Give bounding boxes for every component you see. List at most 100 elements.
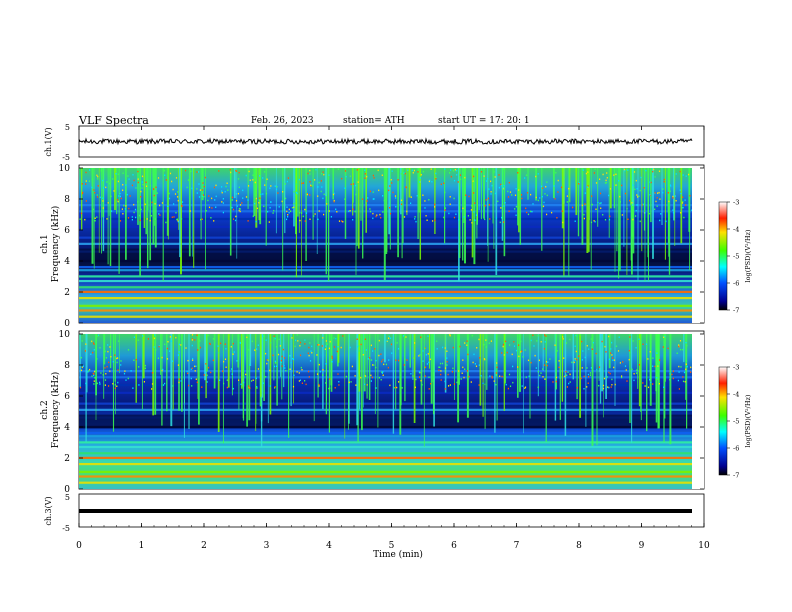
speckle: [110, 210, 113, 212]
speckle: [283, 357, 286, 359]
speckle: [527, 213, 530, 216]
speckle: [506, 351, 508, 354]
speckle: [632, 340, 634, 342]
speckle: [625, 369, 627, 371]
speckle: [260, 193, 262, 196]
speckle: [558, 360, 560, 362]
freq-tick-label: 6: [64, 226, 70, 236]
speckle: [210, 217, 212, 219]
speckle: [345, 175, 347, 178]
speckle: [411, 169, 413, 172]
speckle: [588, 348, 590, 350]
speckle: [469, 219, 471, 221]
speckle: [274, 185, 276, 187]
speckle: [455, 213, 457, 215]
speckle: [658, 362, 660, 364]
speckle: [470, 209, 472, 211]
speckle: [138, 384, 140, 386]
speckle: [315, 168, 317, 171]
speckle: [562, 338, 564, 340]
speckle: [448, 385, 450, 387]
speckle: [146, 218, 148, 220]
speckle: [243, 381, 245, 384]
speckle: [602, 384, 605, 387]
speckle: [194, 365, 196, 368]
speckle: [257, 344, 259, 346]
speckle: [254, 202, 256, 205]
speckle: [195, 365, 197, 367]
speckle: [317, 344, 319, 346]
speckle: [215, 184, 217, 187]
speckle: [647, 358, 649, 360]
speckle: [134, 208, 137, 211]
speckle: [551, 211, 553, 214]
speckle: [242, 197, 244, 199]
speckle: [369, 210, 372, 213]
speckle: [128, 207, 130, 210]
speckle: [480, 171, 483, 173]
speckle: [483, 358, 486, 360]
speckle: [537, 334, 539, 337]
speckle: [329, 387, 331, 389]
speckle: [181, 218, 183, 220]
speckle: [256, 348, 258, 350]
speckle: [636, 194, 638, 196]
speckle: [382, 371, 384, 373]
speckle: [405, 186, 407, 188]
speckle: [214, 199, 216, 201]
speckle: [647, 386, 650, 389]
speckle: [390, 337, 392, 339]
speckle: [107, 344, 109, 346]
speckle: [402, 335, 405, 337]
speckle: [657, 365, 659, 367]
speckle: [564, 375, 566, 378]
speckle: [420, 336, 422, 338]
speckle: [444, 191, 446, 194]
speckle: [333, 192, 335, 195]
speckle: [429, 358, 431, 361]
speckle: [578, 183, 580, 185]
speckle: [653, 168, 655, 171]
speckle: [474, 363, 476, 365]
speckle: [258, 199, 260, 202]
ch2-spectrogram-channel: ch.2: [40, 400, 50, 419]
speckle: [169, 336, 171, 338]
speckle: [505, 383, 507, 386]
speckle: [685, 368, 687, 371]
colorbar-tick-label: -3: [733, 199, 739, 207]
speckle: [487, 178, 489, 180]
speckle: [281, 355, 283, 358]
speckle: [439, 366, 441, 368]
speckle: [97, 335, 99, 337]
speckle: [259, 197, 261, 199]
speckle: [109, 182, 111, 185]
speckle: [308, 370, 310, 373]
speckle: [151, 372, 154, 374]
speckle: [672, 195, 674, 198]
speckle: [375, 215, 377, 218]
colorbar-tick-label: -6: [733, 445, 739, 453]
speckle: [185, 347, 187, 349]
speckle: [171, 180, 173, 183]
speckle: [85, 171, 87, 174]
speckle: [318, 181, 320, 184]
speckle: [217, 345, 219, 347]
speckle: [120, 360, 122, 362]
speckle: [444, 367, 447, 369]
speckle: [285, 197, 287, 200]
speckle: [428, 361, 430, 364]
speckle: [314, 213, 316, 215]
speckle: [682, 196, 684, 198]
speckle: [277, 192, 279, 194]
speckle: [323, 193, 325, 196]
speckle: [199, 189, 201, 191]
speckle: [413, 169, 415, 172]
speckle: [231, 206, 233, 209]
speckle: [675, 173, 677, 175]
speckle: [299, 354, 302, 357]
speckle: [544, 341, 546, 343]
speckle: [683, 216, 685, 219]
speckle: [652, 170, 654, 173]
speckle: [681, 202, 684, 204]
speckle: [296, 334, 298, 336]
